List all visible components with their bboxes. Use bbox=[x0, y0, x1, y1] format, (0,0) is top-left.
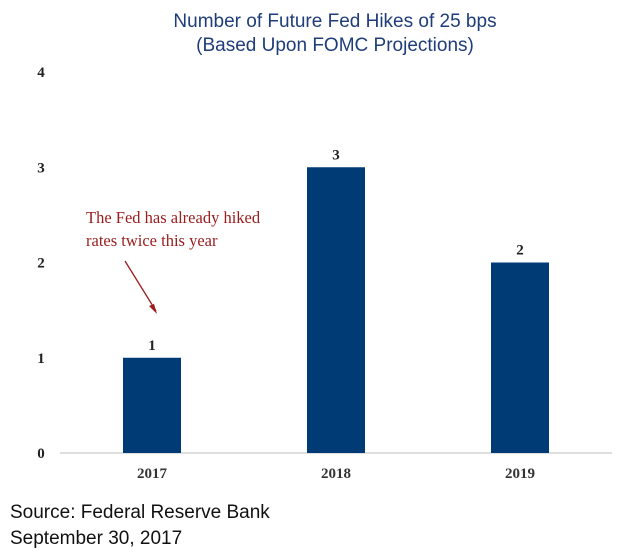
x-tick-label: 2019 bbox=[505, 466, 535, 482]
chart-subtitle: (Based Upon FOMC Projections) bbox=[196, 35, 474, 56]
y-axis-ticks: 0 1 2 3 4 bbox=[37, 65, 45, 462]
chart-title: Number of Future Fed Hikes of 25 bps bbox=[173, 11, 496, 32]
annotation-arrowhead bbox=[149, 304, 157, 314]
source-note: Source: Federal Reserve Bank bbox=[10, 502, 270, 523]
y-tick-label: 2 bbox=[37, 256, 45, 272]
bar-2019 bbox=[491, 262, 549, 453]
date-note: September 30, 2017 bbox=[10, 528, 183, 549]
x-tick-label: 2018 bbox=[321, 466, 351, 482]
x-axis-ticks: 2017 2018 2019 bbox=[137, 466, 535, 482]
x-tick-label: 2017 bbox=[137, 466, 168, 482]
data-label-2019: 2 bbox=[516, 243, 524, 259]
data-labels: 1 3 2 bbox=[148, 147, 524, 354]
bar-2018 bbox=[307, 167, 365, 453]
annotation-line-1: The Fed has already hiked bbox=[86, 208, 261, 227]
fed-hikes-bar-chart: Number of Future Fed Hikes of 25 bps (Ba… bbox=[37, 11, 612, 482]
annotation-arrow bbox=[124, 260, 157, 312]
annotation-line-2: rates twice this year bbox=[86, 231, 218, 250]
data-label-2017: 1 bbox=[148, 338, 156, 354]
y-tick-label: 0 bbox=[37, 446, 45, 462]
y-tick-label: 4 bbox=[37, 65, 45, 81]
y-tick-label: 3 bbox=[37, 160, 45, 176]
bar-series bbox=[123, 167, 549, 453]
annotation: The Fed has already hiked rates twice th… bbox=[86, 208, 261, 314]
y-tick-label: 1 bbox=[37, 351, 45, 367]
bar-2017 bbox=[123, 357, 181, 453]
data-label-2018: 3 bbox=[332, 147, 340, 163]
